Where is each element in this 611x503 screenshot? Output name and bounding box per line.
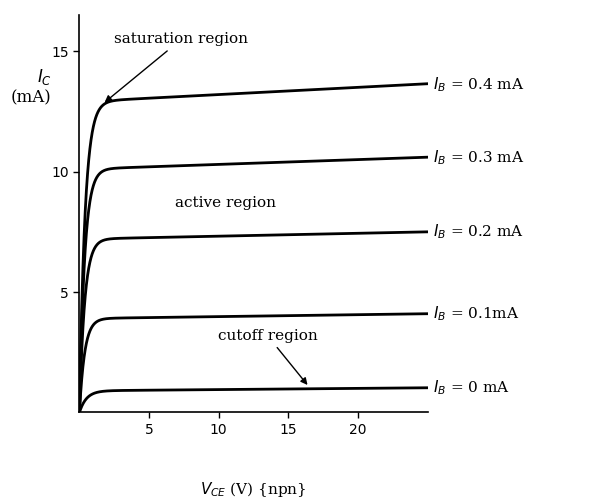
Text: $V_{CE}$ (V) {npn}
$V_{EC}$ (V) {pnp}: $V_{CE}$ (V) {npn} $V_{EC}$ (V) {pnp} (200, 480, 307, 503)
Text: cutoff region: cutoff region (218, 328, 317, 384)
Y-axis label: $I_C$
(mA): $I_C$ (mA) (11, 67, 51, 107)
Text: saturation region: saturation region (106, 32, 248, 102)
Text: $I_B$ = 0.4 mA: $I_B$ = 0.4 mA (433, 75, 525, 94)
Text: $I_B$ = 0.1mA: $I_B$ = 0.1mA (433, 304, 520, 323)
Text: $I_B$ = 0.2 mA: $I_B$ = 0.2 mA (433, 223, 524, 241)
Text: $I_B$ = 0.3 mA: $I_B$ = 0.3 mA (433, 148, 525, 167)
Text: $I_B$ = 0 mA: $I_B$ = 0 mA (433, 379, 510, 397)
Text: active region: active region (175, 196, 276, 210)
